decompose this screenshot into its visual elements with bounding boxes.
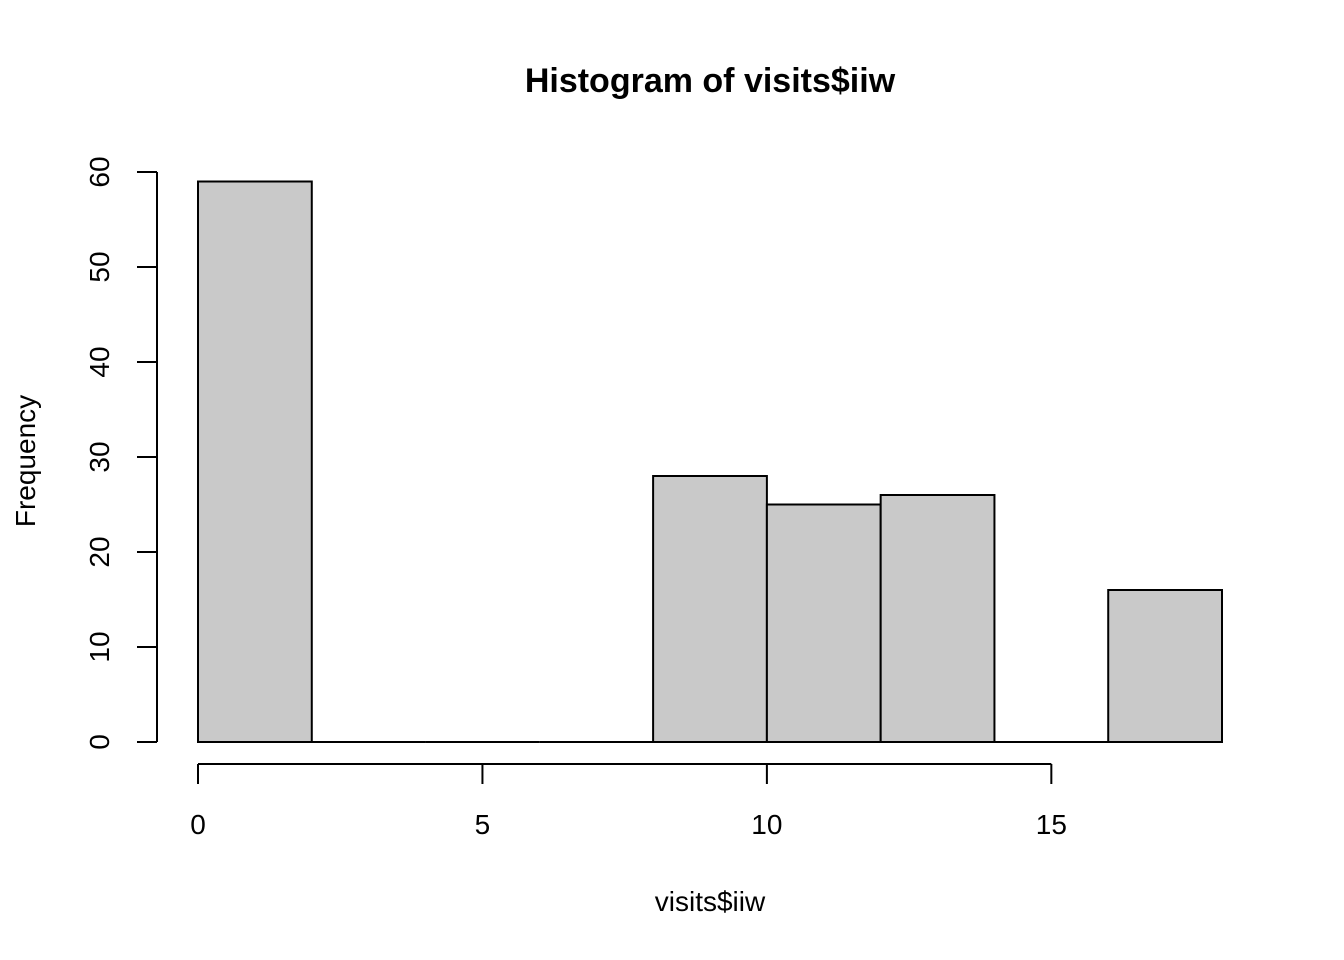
histogram-bar-4 — [652, 475, 768, 743]
y-tick-label-40: 40 — [84, 346, 115, 377]
histogram-bar-0 — [197, 180, 313, 743]
chart-title: Histogram of visits$iiw — [525, 62, 896, 100]
histogram-bar-8 — [1107, 589, 1223, 743]
y-axis-label: Frequency — [10, 395, 41, 527]
x-axis: 0 5 10 15 — [190, 763, 1067, 840]
x-axis-label: visits$iiw — [655, 886, 766, 917]
y-tick-label-20: 20 — [84, 536, 115, 567]
bars-group — [197, 180, 1223, 743]
histogram-bar-5 — [765, 503, 882, 743]
y-tick-label-30: 30 — [84, 441, 115, 472]
histogram-bar-6 — [879, 494, 996, 743]
y-tick-label-10: 10 — [84, 631, 115, 662]
y-tick-label-60: 60 — [84, 156, 115, 187]
y-tick-label-50: 50 — [84, 251, 115, 282]
y-axis: 0 10 20 30 40 50 60 — [84, 156, 158, 750]
y-tick-label-0: 0 — [84, 734, 115, 750]
x-tick-label-15: 15 — [1036, 809, 1067, 840]
x-tick-label-10: 10 — [751, 809, 782, 840]
x-tick-label-5: 5 — [475, 809, 491, 840]
x-tick-label-0: 0 — [190, 809, 206, 840]
